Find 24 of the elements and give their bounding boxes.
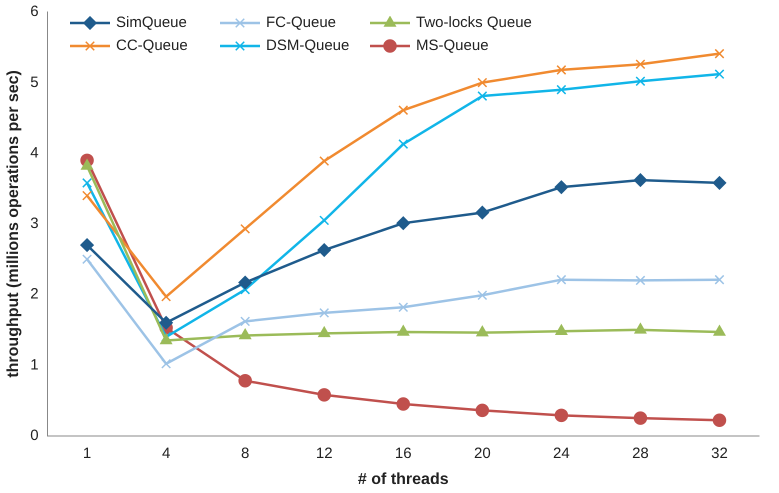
x-tick-label: 28 bbox=[632, 444, 649, 462]
x-tick-label: 1 bbox=[82, 444, 92, 462]
legend-label: Two-locks Queue bbox=[416, 14, 532, 31]
x-axis-title: # of threads bbox=[358, 470, 449, 488]
y-tick-label: 6 bbox=[30, 3, 39, 20]
y-tick-label: 2 bbox=[30, 286, 39, 303]
legend-label: DSM-Queue bbox=[266, 37, 350, 54]
legend-label: MS-Queue bbox=[416, 37, 489, 54]
y-axis-title: throughput (millions operations per sec) bbox=[5, 70, 22, 378]
legend-label: FC-Queue bbox=[266, 14, 336, 31]
x-tick-label: 24 bbox=[553, 444, 570, 462]
y-tick-label: 3 bbox=[30, 215, 39, 232]
legend-label: CC-Queue bbox=[116, 37, 188, 54]
y-tick-label: 4 bbox=[30, 144, 39, 162]
x-tick-label: 4 bbox=[162, 444, 170, 462]
x-tick-label: 16 bbox=[394, 444, 412, 462]
x-tick-label: 8 bbox=[241, 444, 250, 462]
x-tick-label: 12 bbox=[316, 444, 333, 462]
y-tick-label: 1 bbox=[30, 356, 39, 374]
x-tick-label: 20 bbox=[474, 444, 491, 462]
y-tick-label: 0 bbox=[30, 426, 39, 444]
legend-label: SimQueue bbox=[116, 14, 187, 31]
x-tick-label: 32 bbox=[711, 444, 728, 462]
y-tick-label: 5 bbox=[30, 74, 39, 91]
